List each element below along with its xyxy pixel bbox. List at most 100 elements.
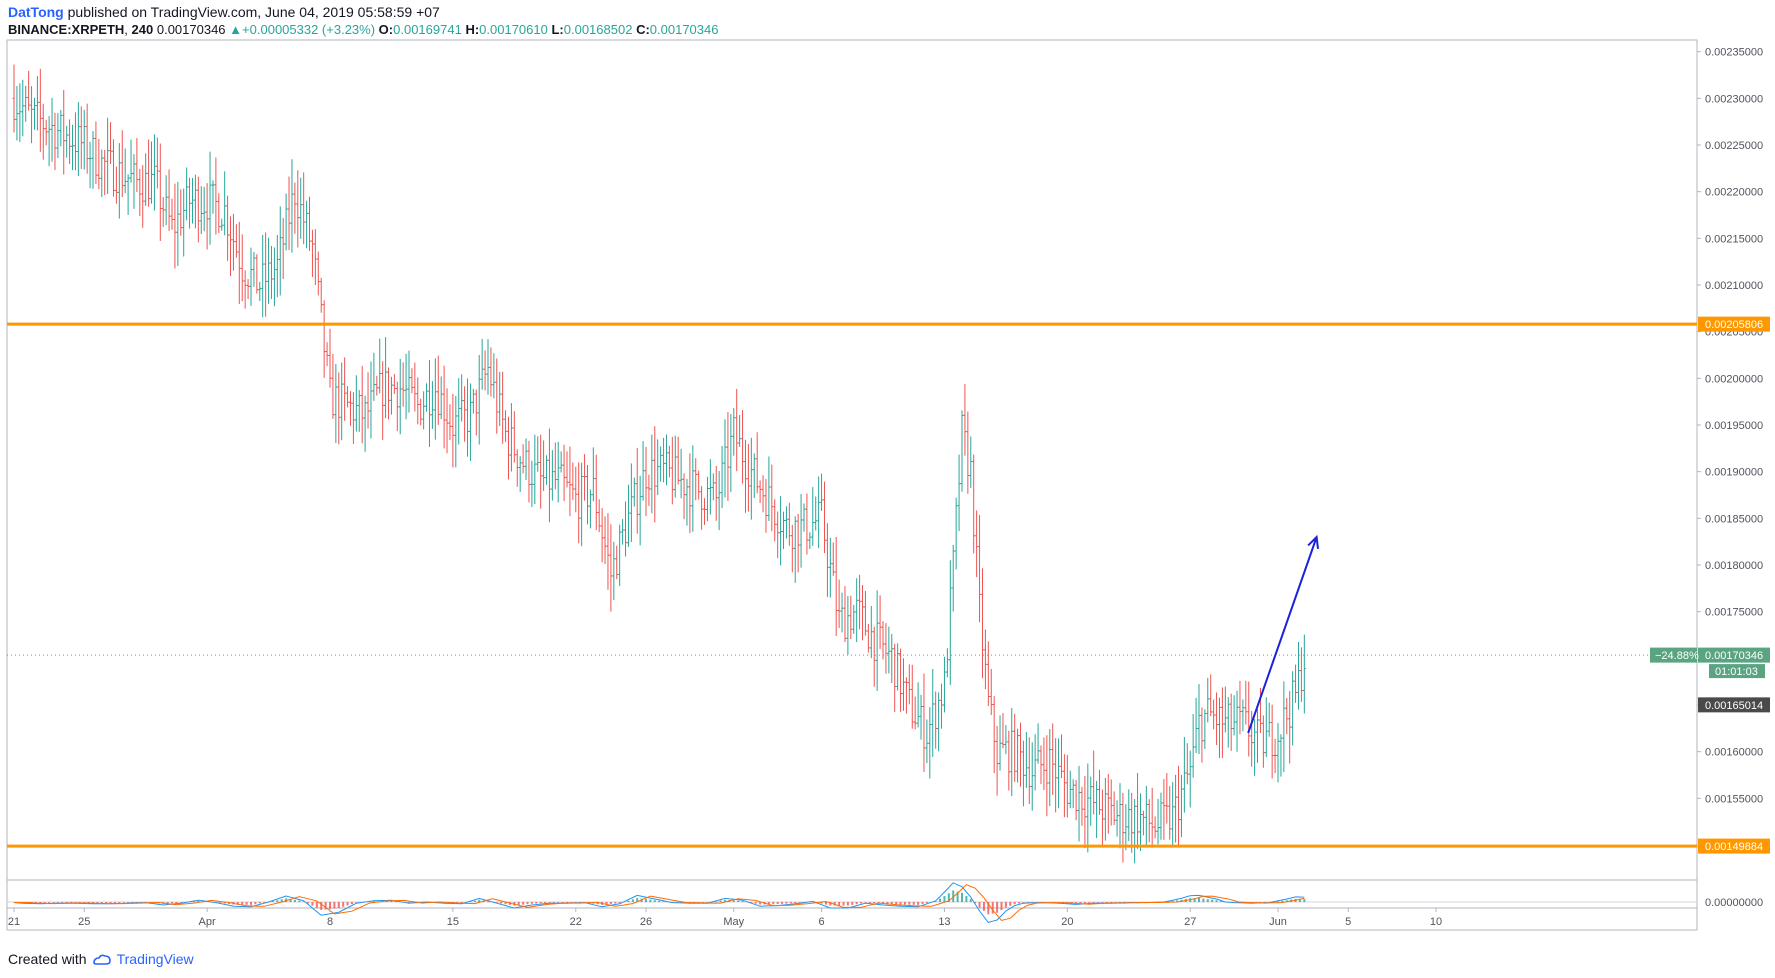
candle	[489, 347, 493, 397]
candle	[419, 398, 423, 426]
candle	[1302, 634, 1306, 714]
candle	[904, 677, 908, 714]
high-value: 0.00170610	[479, 22, 548, 37]
candle	[901, 658, 905, 711]
candle	[975, 510, 979, 578]
candle	[1256, 709, 1260, 763]
author-name[interactable]: DatTong	[8, 4, 64, 20]
candle	[442, 365, 446, 449]
candle	[840, 592, 844, 633]
candle	[1130, 792, 1134, 853]
candle	[782, 511, 786, 550]
candle	[828, 537, 832, 598]
candle	[117, 143, 121, 219]
candle	[1036, 723, 1040, 764]
candle	[129, 139, 133, 183]
footer: Created with TradingView	[8, 951, 194, 967]
created-with-text: Created with	[8, 951, 87, 967]
candle	[817, 476, 821, 549]
price-tick-label: 0.00185000	[1705, 513, 1763, 525]
candle	[179, 189, 183, 236]
candle	[726, 412, 730, 501]
candle	[1065, 754, 1069, 818]
candle	[945, 648, 949, 678]
candle	[237, 221, 241, 304]
candle	[641, 441, 645, 501]
tradingview-brand[interactable]: TradingView	[116, 951, 194, 967]
candle	[1165, 773, 1169, 824]
candle	[536, 436, 540, 472]
candle	[1244, 680, 1248, 725]
candle	[1212, 699, 1216, 730]
candle	[980, 568, 984, 679]
candle	[580, 462, 584, 547]
candle	[647, 474, 651, 506]
symbol-name[interactable]: BINANCE:XRPETH	[8, 22, 125, 37]
candle	[155, 137, 159, 189]
candle	[1048, 729, 1052, 807]
change-text: +0.00005332 (+3.23%)	[242, 22, 376, 37]
candle	[1141, 810, 1145, 836]
candle	[1296, 642, 1300, 710]
candle	[38, 68, 42, 152]
trend-arrow[interactable]	[1247, 534, 1319, 734]
candle	[843, 586, 847, 643]
candle	[1071, 779, 1075, 809]
candle	[372, 352, 376, 401]
price-axis[interactable]: 0.00235000 0.00230000 0.00225000 0.00220000…	[1697, 47, 1763, 852]
candle	[240, 234, 244, 302]
candle	[738, 414, 742, 447]
candle	[969, 436, 973, 488]
candle	[381, 361, 385, 440]
candle	[480, 338, 484, 390]
candle	[100, 149, 104, 197]
candle	[547, 428, 551, 523]
level-badge-2-bg	[1698, 838, 1770, 854]
candle	[685, 478, 689, 526]
candle	[416, 377, 420, 425]
candle	[565, 451, 569, 488]
candle	[387, 367, 391, 420]
candle	[562, 444, 566, 502]
candle	[612, 541, 616, 601]
time-tick-label: Apr	[199, 916, 216, 928]
candle	[644, 446, 648, 517]
candle	[761, 475, 765, 513]
candle	[290, 159, 294, 253]
candle	[1033, 734, 1037, 791]
candle	[1241, 699, 1245, 732]
candle	[600, 508, 604, 563]
candle	[325, 342, 329, 367]
candle	[471, 388, 475, 414]
candle	[1054, 738, 1058, 813]
candle	[41, 103, 45, 160]
candle	[483, 350, 487, 391]
indicator-pane: 0.00000000	[7, 882, 1763, 923]
time-tick-label: 15	[447, 916, 459, 928]
countdown-bg	[1709, 664, 1765, 679]
candle	[1182, 736, 1186, 813]
candle	[530, 460, 534, 508]
candle	[568, 446, 572, 517]
candle	[378, 338, 382, 394]
arrow-shaft	[1247, 536, 1318, 734]
candle	[1279, 734, 1283, 777]
candle	[1223, 686, 1227, 733]
candle	[111, 139, 115, 197]
candle	[477, 355, 481, 445]
countdown-label: 01:01:03	[1715, 666, 1758, 678]
indicator-macd-line	[13, 882, 1305, 923]
candle	[454, 395, 458, 468]
close-label: C:	[636, 22, 650, 37]
indicator-signal-line	[14, 884, 1305, 921]
candle	[322, 300, 326, 378]
level-badge-1-bg	[1698, 316, 1770, 332]
candle	[193, 174, 197, 229]
time-axis[interactable]: 21 25 Apr 8 15 22 26 May 6 13 20 27 Jun 5 10	[8, 908, 1442, 928]
candle	[384, 337, 388, 419]
candle	[167, 169, 171, 231]
candle	[957, 454, 961, 532]
candle	[1261, 715, 1265, 768]
candle	[1299, 647, 1303, 702]
